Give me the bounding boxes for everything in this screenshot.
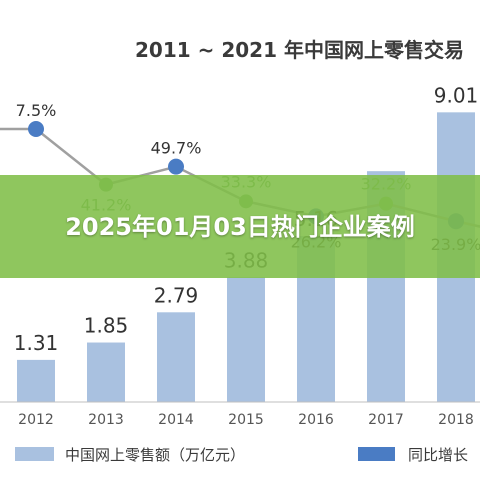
bar-value-label: 1.85 <box>84 314 129 338</box>
chart-title: 2011 ~ 2021 年中国网上零售交易 <box>135 38 464 62</box>
x-tick-label: 2018 <box>438 412 474 428</box>
legend-swatch-bar <box>15 447 54 461</box>
growth-value-label: 49.7% <box>151 139 202 158</box>
legend-label-line: 同比增长 <box>408 446 468 464</box>
x-tick-label: 2014 <box>158 412 194 428</box>
growth-point-2014 <box>168 158 184 175</box>
x-tick-label: 2013 <box>88 412 124 428</box>
bar-value-label: 9.01 <box>434 83 479 107</box>
bar-value-label: 2.79 <box>154 283 199 307</box>
x-tick-label: 2015 <box>228 412 264 428</box>
bar-value-label: 1.31 <box>14 331 59 355</box>
legend-swatch-line <box>358 447 395 461</box>
bar-2014 <box>157 312 195 402</box>
bar-2013 <box>87 342 125 402</box>
x-tick-label: 2012 <box>18 412 54 428</box>
legend-label-bar: 中国网上零售额（万亿元） <box>65 446 245 464</box>
bar-2015 <box>227 277 265 402</box>
growth-value-label: 7.5% <box>16 101 57 120</box>
growth-point-2012 <box>28 121 44 137</box>
x-tick-label: 2016 <box>298 412 334 428</box>
bar-2012 <box>17 359 55 402</box>
x-tick-label: 2017 <box>368 412 404 428</box>
overlay-banner: 2025年01月03日热门企业案例 <box>0 175 480 278</box>
banner-text: 2025年01月03日热门企业案例 <box>65 212 415 241</box>
